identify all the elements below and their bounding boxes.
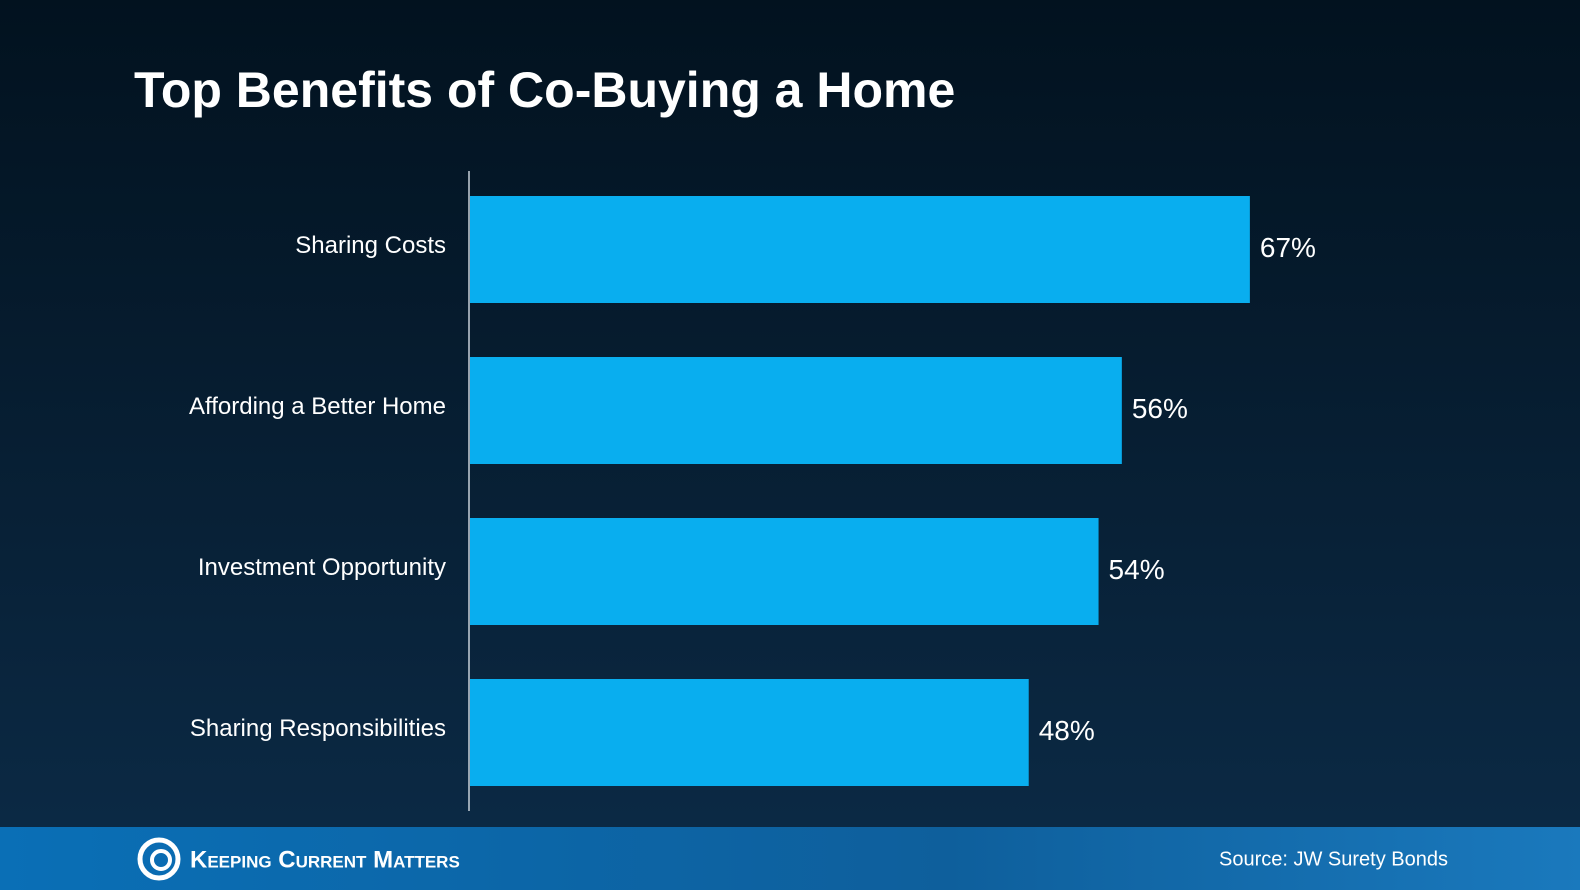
value-label: 54% (1109, 554, 1165, 585)
chart-title: Top Benefits of Co-Buying a Home (134, 62, 955, 118)
value-label: 48% (1039, 715, 1095, 746)
category-label: Investment Opportunity (198, 554, 446, 581)
category-label: Affording a Better Home (189, 393, 446, 420)
bar (470, 196, 1250, 303)
logo (137, 837, 181, 881)
bar (470, 357, 1122, 464)
value-label: 56% (1132, 393, 1188, 424)
bar (470, 518, 1099, 625)
footer-band (0, 827, 1580, 890)
category-label: Sharing Costs (295, 232, 446, 259)
source: Source: JW Surety Bonds (1219, 848, 1448, 870)
value-label: 67% (1260, 232, 1316, 263)
bar (470, 679, 1029, 786)
category-label: Sharing Responsibilities (190, 715, 446, 742)
brand: Keeping Current Matters (190, 846, 460, 873)
